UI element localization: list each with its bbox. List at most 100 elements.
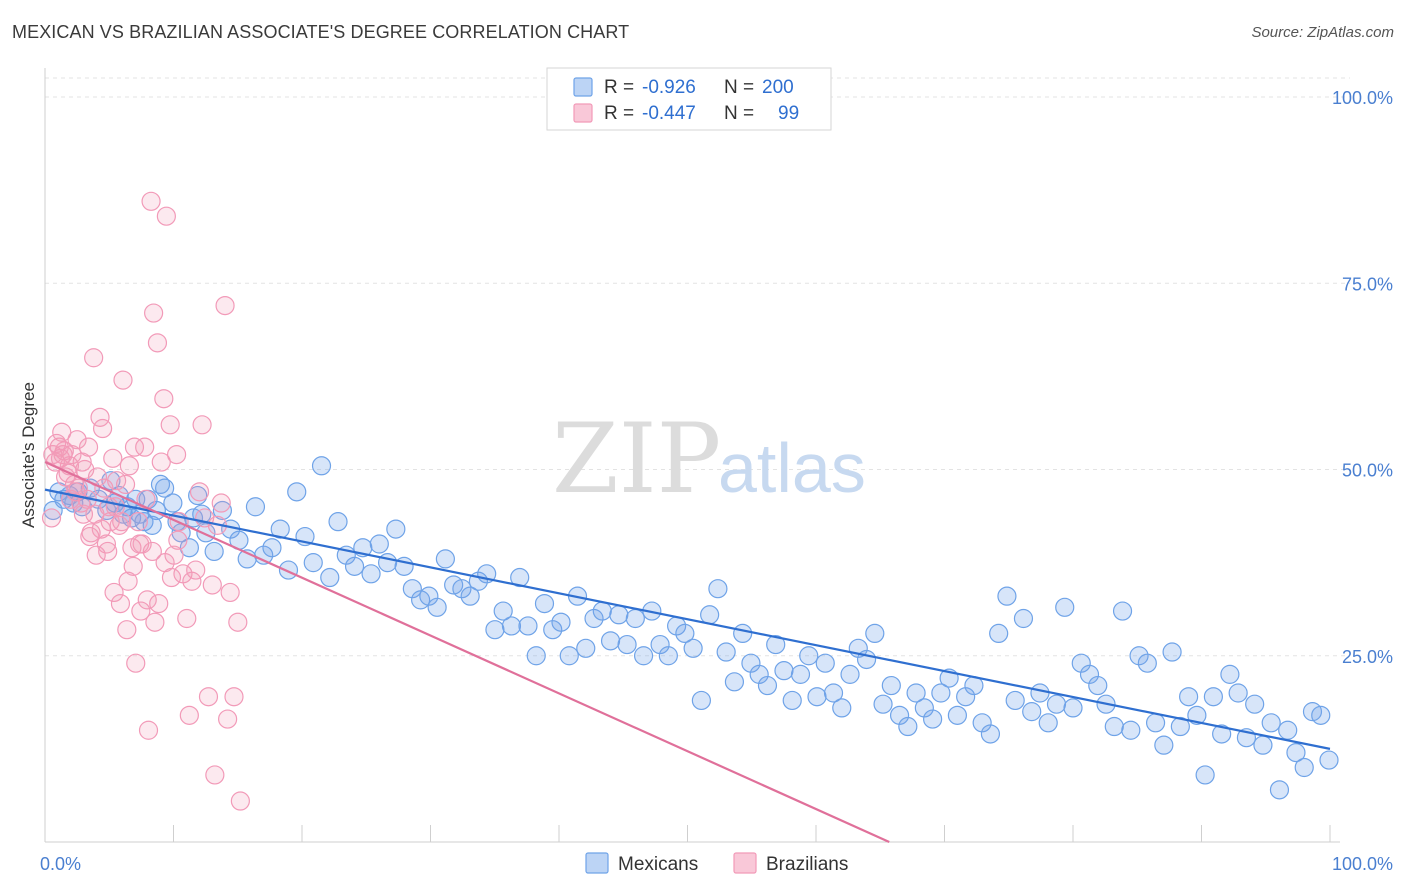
brazilians-trend-line [44,461,890,844]
bottom-legend-swatch-mexicans [585,852,609,874]
mexicans-point [625,608,645,629]
mexicans-point [1038,713,1058,733]
y-tick-label-75: 75.0% [1342,274,1393,294]
mexicans-point [1311,705,1331,725]
brazilians-point [230,791,250,811]
y-tick-label-25: 25.0% [1342,647,1393,667]
legend-swatch-brazilians [573,103,593,123]
brazilians-point [177,608,197,629]
brazilians-point [166,445,187,465]
brazilians-point [202,575,222,595]
mexicans-point [658,646,678,666]
legend-swatch-mexicans [573,77,593,97]
brazilians-point [189,482,210,502]
mexicans-point [377,553,398,573]
brazilians-point [168,530,188,550]
mexicans-point [303,553,323,573]
mexicans-point [675,623,695,644]
brazilians-point [198,687,219,707]
mexicans-point [1104,716,1124,737]
brazilians-point [131,601,151,621]
mexicans-point [980,724,1001,744]
mexicans-point [1162,642,1182,662]
source-label: Source: ZipAtlas.com [1251,24,1394,41]
mexicans-point [278,560,299,580]
mexicans-point [716,642,736,662]
legend: R = -0.926 N = 200 R = -0.447 N = 99 [546,67,832,131]
y-axis-label: Associate's Degree [19,382,38,528]
mexicans-point [799,646,819,666]
mexicans-point [997,586,1017,606]
bottom-legend-mexicans: Mexicans [618,854,698,875]
mexicans-point [989,623,1009,644]
mexicans-point [947,705,967,725]
mexicans-point [192,504,212,524]
mexicans-point [179,538,199,558]
brazilians-point [135,437,155,457]
legend-n-value-1: 200 [762,77,794,98]
brazilians-point [117,620,137,640]
mexicans-point [1030,683,1050,703]
brazilians-point [104,582,124,603]
mexicans-point [320,567,340,588]
brazilians-point [179,705,199,725]
mexicans-point [245,497,266,517]
mexicans-point [757,675,778,696]
brazilians-point [132,534,152,554]
mexicans-point [881,675,901,696]
mexicans-point [1137,653,1157,673]
brazilians-point [67,430,87,450]
mexicans-point [204,541,224,562]
mexicans-point [501,616,522,636]
mexicans-point [212,500,233,521]
legend-r-label-2: R = [604,103,634,124]
x-tick-label-100: 100.0% [1332,854,1393,874]
brazilians-point [154,389,174,409]
mexicans-point [1063,698,1083,718]
mexicans-point [1046,694,1067,714]
bottom-legend: Mexicans Brazilians [585,852,848,875]
trend-lines [44,461,1331,844]
mexicans-trend-line [44,488,1331,750]
mexicans-point [1129,646,1149,666]
legend-r-value-1: -0.926 [642,77,696,98]
brazilians-point [137,590,157,610]
brazilians-point [50,448,71,468]
y-tick-label-50: 50.0% [1342,461,1393,481]
mexicans-point [832,698,852,718]
mexicans-point [1088,675,1108,696]
watermark-zip: ZIP [552,403,721,515]
brazilians-point [110,593,131,614]
mexicans-point [865,623,885,644]
mexicans-point [1195,765,1215,785]
mexicans-point [1245,694,1265,714]
mexicans-point [1055,597,1075,617]
mexicans-point [311,456,332,476]
mexicans-point [1187,705,1207,725]
mexicans-point [534,593,555,614]
mexicans-point [328,512,348,532]
brazilians-point [119,456,139,476]
legend-n-value-2: 99 [778,103,799,124]
mexicans-point [790,664,811,684]
mexicans-point [708,579,728,599]
grid [45,77,1350,657]
mexicans-point [873,694,893,714]
mexicans-point [1170,716,1190,737]
mexicans-point [1121,720,1141,740]
y-tick-label-100: 100.0% [1332,88,1393,108]
mexicans-point [592,601,612,621]
mexicans-point [840,664,860,684]
mexicans-point [344,556,365,576]
mexicans-point [898,716,918,737]
mexicans-point [1112,601,1133,621]
mexicans-point [386,519,406,539]
brazilians-point [151,452,171,472]
brazilians-point [145,612,165,632]
brazilians-point [123,556,143,576]
bottom-legend-brazilians: Brazilians [766,854,848,875]
brazilians-point [112,512,132,532]
brazilians-point [160,415,180,435]
mexicans-point [683,638,703,658]
